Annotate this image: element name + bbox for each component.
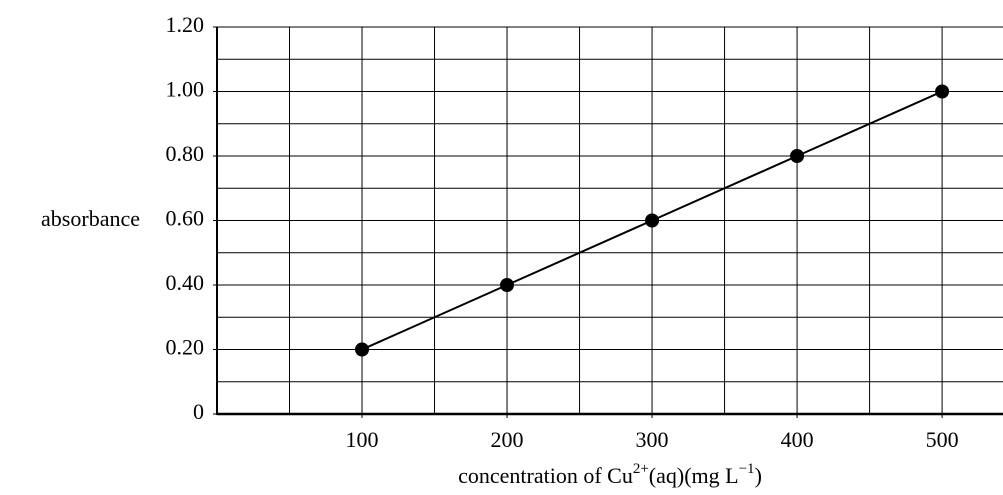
superscript: 2+ xyxy=(633,461,649,477)
y-tick-label: 0 xyxy=(193,399,204,424)
x-axis-label: concentration of Cu2+(aq)(mg L−1) xyxy=(458,461,762,488)
y-axis-label: absorbance xyxy=(41,206,140,231)
data-point xyxy=(935,84,950,99)
data-point xyxy=(500,278,515,292)
y-tick-label: 0.60 xyxy=(166,206,205,231)
x-tick-label: 300 xyxy=(636,427,669,452)
data-point xyxy=(790,149,805,163)
data-point xyxy=(645,213,660,228)
y-tick-label: 1.00 xyxy=(166,77,205,102)
label-part: (aq)(mg L xyxy=(649,463,739,488)
y-tick-label: 1.20 xyxy=(166,12,205,37)
label-part: concentration of Cu xyxy=(458,463,633,488)
y-tick-label: 0.40 xyxy=(166,270,205,295)
x-tick-label: 500 xyxy=(926,427,959,452)
x-tick-label: 400 xyxy=(781,427,814,452)
superscript: −1 xyxy=(739,461,755,477)
label-part: ) xyxy=(755,463,762,488)
x-tick-label: 100 xyxy=(346,427,379,452)
data-point xyxy=(355,342,370,357)
x-tick-label: 200 xyxy=(491,427,524,452)
y-tick-label: 0.80 xyxy=(166,141,205,166)
y-tick-label: 0.20 xyxy=(166,335,205,360)
